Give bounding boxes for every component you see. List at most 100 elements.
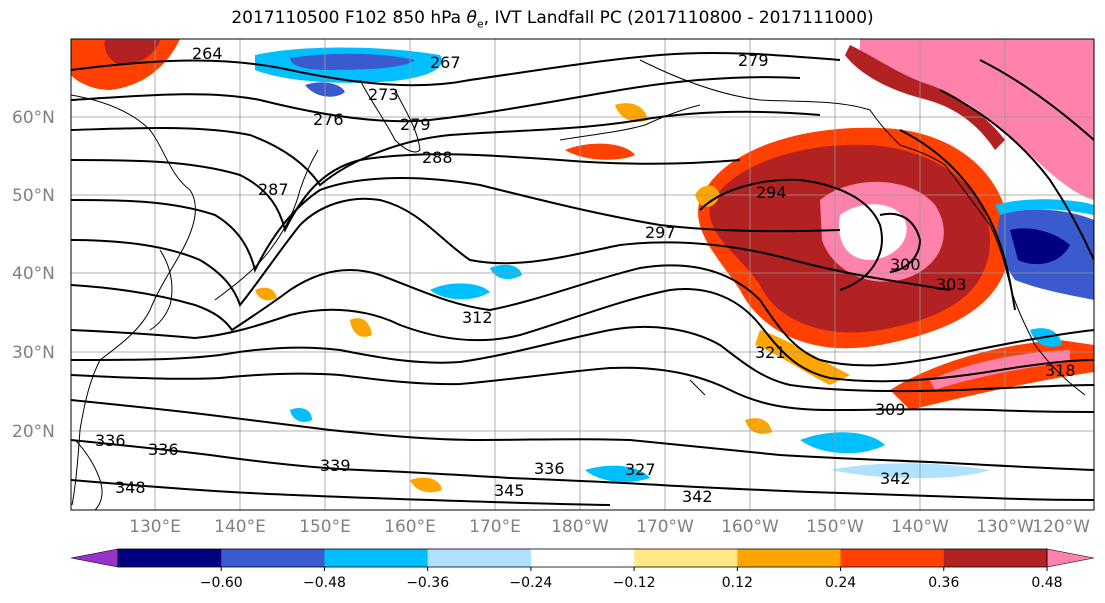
colorbar-tick-label: −0.48: [303, 575, 346, 591]
colorbar-tick-label: −0.24: [509, 575, 552, 591]
lat-label-30n: 30°N: [12, 343, 55, 363]
colorbar-swatch: [221, 549, 325, 567]
map-panel: 264 267 279 273 276 279 288 287 294 297 …: [71, 39, 1094, 510]
lon-label: 170°E: [469, 517, 521, 537]
contour-line: [71, 399, 1094, 471]
lon-label: 170°W: [636, 517, 694, 537]
colorbar-frame: [117, 548, 1048, 568]
contour-line: [979, 59, 1094, 141]
contour-label: 294: [756, 183, 787, 202]
neutral-interior: [839, 204, 907, 260]
contour-line: [71, 439, 1094, 501]
colorbar-tick-label: −0.36: [406, 575, 449, 591]
contour-label: 336: [534, 459, 565, 478]
lon-label: 120°W: [1032, 517, 1090, 537]
contour-label: 297: [645, 223, 676, 242]
negative-anomaly-west-small: [290, 408, 312, 422]
colorbar: −0.60 −0.48 −0.36 −0.24 −0.12 0.12 0.24 0.36 0.4…: [70, 548, 1095, 591]
contour-line: [71, 325, 1094, 393]
positive-anomaly-bering: [565, 143, 635, 160]
lat-label-60n: 60°N: [12, 108, 55, 128]
contour-label: 321: [755, 343, 786, 362]
contour-label: 342: [880, 469, 911, 488]
lon-label: 160°E: [384, 517, 436, 537]
contour-label: 273: [368, 85, 399, 104]
longitude-labels: 130°E 140°E 150°E 160°E 170°E 180°W 170°…: [129, 517, 1090, 537]
negative-anomaly-midpacific: [430, 283, 490, 300]
coastline-alaska: [639, 59, 946, 166]
contour-label: 342: [682, 487, 713, 506]
contour-label: 327: [625, 460, 656, 479]
contour-label: 348: [115, 478, 146, 497]
colorbar-swatch: [118, 549, 222, 567]
colorbar-swatch: [840, 549, 945, 567]
contour-label: 279: [738, 51, 769, 70]
colorbar-tick-label: 0.12: [722, 575, 753, 591]
colorbar-tick-label: 0.36: [928, 575, 959, 591]
contour-line: [71, 110, 821, 187]
negative-anomaly-coast-edge: [995, 199, 1094, 215]
contour-label: 264: [192, 44, 223, 63]
contour-label: 279: [400, 115, 431, 134]
theta-e-contours: [71, 51, 1094, 506]
contour-label: 276: [313, 110, 344, 129]
colorbar-extend-high: [1046, 548, 1095, 568]
map-title: 2017110500 F102 850 hPa θe, IVT Landfall…: [231, 8, 874, 31]
contour-label: 287: [258, 180, 289, 199]
positive-anomaly-northeast-edge: [845, 45, 1005, 150]
contour-line: [879, 212, 922, 273]
positive-anomaly-ring-edge: [695, 185, 720, 208]
positive-anomaly-south-small: [410, 477, 442, 493]
colorbar-swatch: [634, 549, 738, 567]
colorbar-tick-label: 0.48: [1031, 575, 1062, 591]
contour-line: [71, 197, 951, 308]
map-frame: [70, 38, 1095, 511]
positive-anomaly-northeast: [860, 39, 1094, 200]
contour-line: [71, 366, 1094, 413]
positive-anomaly-northwest-core: [104, 40, 160, 65]
negative-anomaly-southeast-band: [830, 463, 990, 479]
contour-label: 345: [494, 481, 525, 500]
lon-label: 160°W: [721, 517, 779, 537]
colorbar-swatch: [427, 549, 532, 567]
contour-line: [71, 479, 611, 506]
contour-label: 339: [320, 456, 351, 475]
coastline-korea: [149, 249, 173, 331]
colorbar-tick-label: 0.24: [825, 575, 856, 591]
contour-label: 318: [1045, 361, 1076, 380]
contour-line: [699, 178, 883, 291]
coastline-philippines: [74, 439, 103, 510]
negative-anomaly-south: [585, 465, 650, 482]
coastline-aleutians: [559, 104, 701, 141]
lon-label: 140°W: [891, 517, 949, 537]
lon-label: 150°W: [806, 517, 864, 537]
contour-label: 336: [95, 431, 126, 450]
negative-anomaly-okhotsk-core: [290, 53, 415, 70]
lat-label-50n: 50°N: [12, 186, 55, 206]
colorbar-swatch: [530, 549, 635, 567]
lon-label: 130°W: [976, 517, 1034, 537]
lon-label: 150°E: [299, 517, 351, 537]
lon-label: 140°E: [214, 517, 266, 537]
colorbar-extend-low: [70, 548, 119, 568]
contour-line: [899, 129, 1016, 311]
contour-line: [71, 76, 801, 123]
colorbar-swatch: [324, 549, 429, 567]
colorbar-swatch: [737, 549, 842, 567]
contour-line: [71, 51, 841, 87]
contour-label: 336: [148, 440, 179, 459]
contour-line: [71, 153, 741, 233]
lat-label-20n: 20°N: [12, 422, 55, 442]
positive-anomaly-west: [350, 318, 372, 337]
contour-label: 303: [936, 275, 967, 294]
contour-label: 300: [890, 255, 921, 274]
contour-line: [71, 177, 841, 273]
colorbar-swatch: [943, 549, 1048, 567]
negative-anomaly-coast-core: [1010, 228, 1070, 265]
lon-label: 180°W: [551, 517, 609, 537]
contour-line: [939, 89, 1094, 261]
coastline-asia: [71, 94, 196, 506]
latitude-labels: 60°N 50°N 40°N 30°N 20°N: [12, 108, 55, 442]
negative-anomaly-midpacific2: [490, 264, 522, 280]
contour-label: 267: [430, 53, 461, 72]
